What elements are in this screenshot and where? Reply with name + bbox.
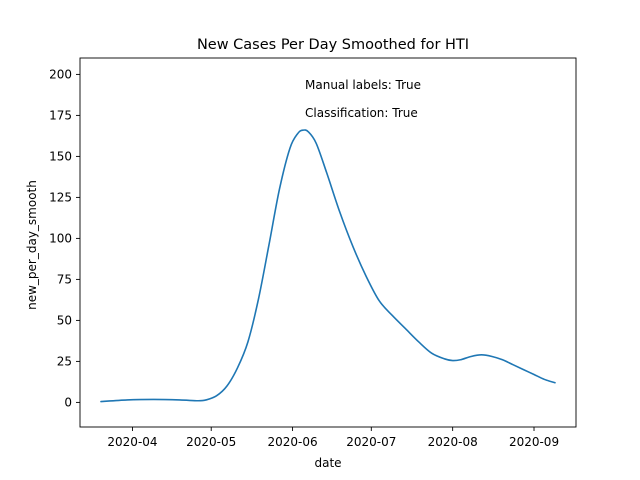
- annotation-manual-labels: Manual labels: True: [305, 78, 421, 92]
- y-tick-label: 100: [49, 231, 72, 245]
- y-tick-label: 75: [57, 272, 72, 286]
- plot-frame: [79, 57, 577, 428]
- x-tick-label: 2020-04: [107, 435, 157, 449]
- y-tick-label: 50: [57, 313, 72, 327]
- chart-title: New Cases Per Day Smoothed for HTI: [197, 37, 469, 53]
- x-tick-label: 2020-06: [268, 435, 318, 449]
- y-tick-label: 125: [49, 190, 72, 204]
- x-tick-label: 2020-05: [186, 435, 236, 449]
- x-tick-label: 2020-07: [346, 435, 396, 449]
- x-axis: 2020-04 2020-05 2020-06 2020-07 2020-08 2020-…: [107, 427, 559, 449]
- y-axis: 0 25 50 75 100 125 150 175 200: [49, 67, 80, 409]
- x-tick-label: 2020-08: [428, 435, 478, 449]
- y-tick-label: 175: [49, 108, 72, 122]
- series-line-0: [100, 129, 556, 403]
- x-tick-label: 2020-09: [509, 435, 559, 449]
- y-tick-label: 0: [64, 395, 72, 409]
- x-axis-label: date: [314, 456, 341, 470]
- y-axis-label: new_per_day_smooth: [25, 180, 39, 310]
- y-tick-label: 25: [57, 354, 72, 368]
- y-tick-label: 200: [49, 67, 72, 81]
- annotation-classification: Classification: True: [305, 106, 418, 120]
- plot-area: [79, 57, 577, 428]
- y-tick-label: 150: [49, 149, 72, 163]
